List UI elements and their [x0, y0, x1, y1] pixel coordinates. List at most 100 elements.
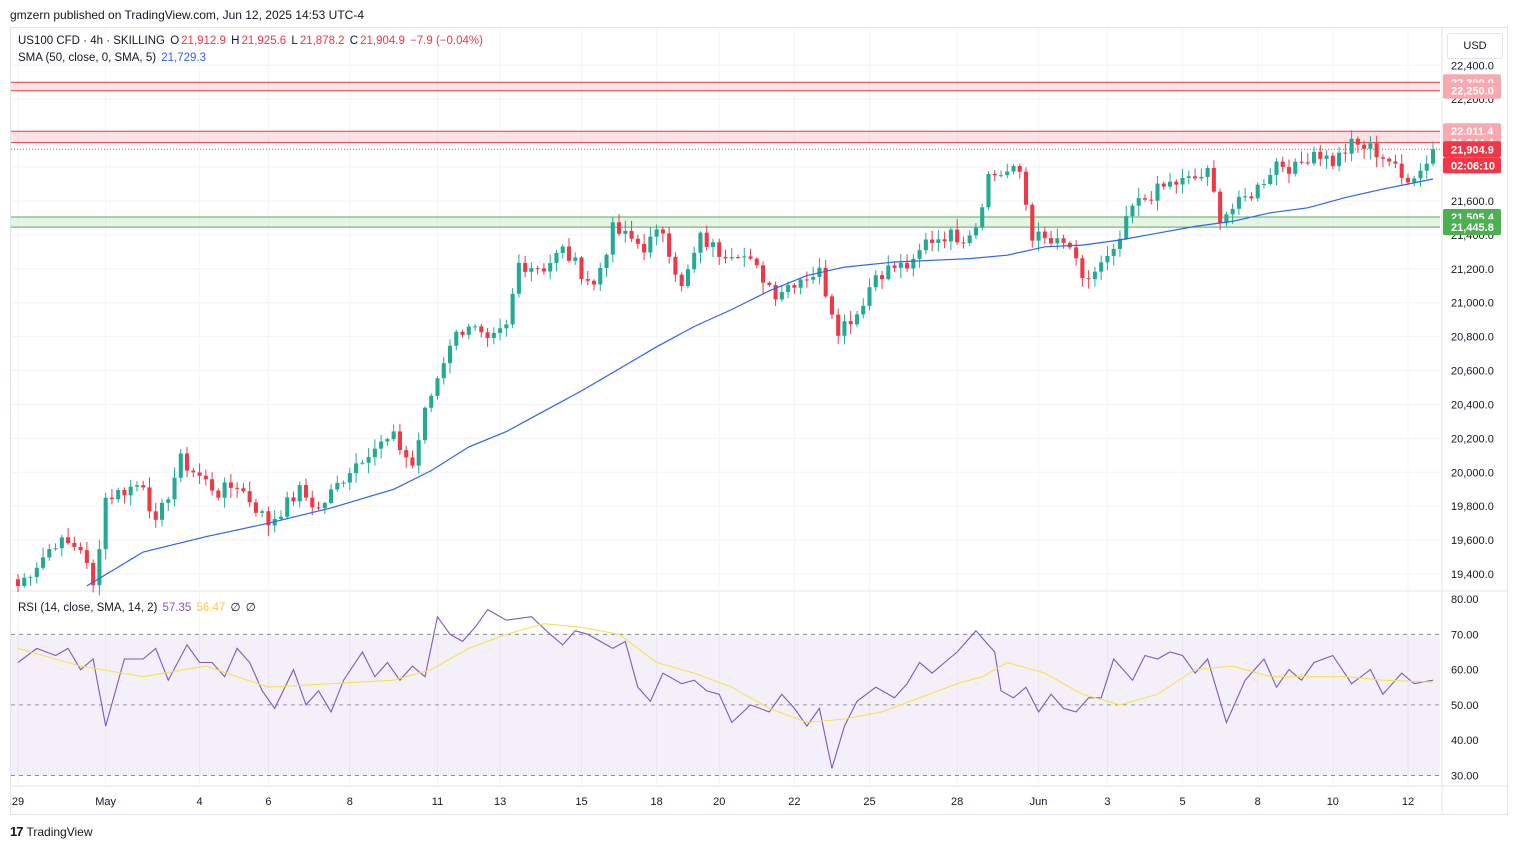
candle-body [485, 332, 490, 338]
candle [15, 574, 21, 593]
time-tick-label: 3 [1104, 796, 1110, 808]
sma-legend: SMA (50, close, 0, SMA, 5) 21,729.3 [18, 52, 208, 64]
candle-body [905, 262, 910, 269]
candle [247, 481, 252, 507]
low-value: 21,878.2 [299, 35, 345, 47]
candle-body [1230, 208, 1235, 215]
candle [329, 483, 334, 505]
price-tick-label: 21,600.0 [1451, 196, 1494, 208]
candle [510, 288, 515, 329]
candle [1080, 255, 1085, 287]
candle [84, 542, 89, 569]
candle [1205, 165, 1210, 186]
candle-body [91, 562, 96, 586]
tradingview-logo-icon: 17 [10, 824, 24, 839]
candle-body [548, 263, 553, 272]
price-zone [11, 217, 1440, 228]
candle-body [642, 243, 647, 253]
candle-body [1299, 161, 1304, 163]
candle-body [22, 577, 27, 587]
candle-body [466, 326, 471, 335]
candle [466, 323, 471, 340]
candle-body [1030, 204, 1035, 241]
candle [1149, 190, 1154, 205]
candle [1255, 182, 1260, 202]
candle [767, 281, 772, 287]
sma-value: 21,729.3 [161, 52, 207, 64]
candle [692, 246, 697, 273]
candle [1393, 154, 1398, 169]
candle [898, 253, 903, 279]
candle-body [967, 235, 972, 244]
candle-body [1393, 161, 1398, 164]
low-label: L [291, 35, 298, 47]
candle [1042, 226, 1047, 245]
symbol-name: US100 CFD · 4h · SKILLING [18, 35, 165, 47]
candle [723, 249, 728, 264]
candle [447, 339, 453, 374]
candle [648, 227, 653, 258]
candle-body [1086, 278, 1091, 280]
rsi-extra-2: ∅ [245, 602, 256, 614]
candle [967, 230, 972, 246]
candle-body [911, 258, 916, 269]
candle-body [479, 326, 484, 333]
price-zone [11, 82, 1440, 91]
candle [191, 468, 196, 478]
candle-body [930, 239, 935, 243]
candle [1343, 143, 1348, 163]
candle-body [779, 292, 784, 300]
candle-body [1355, 138, 1360, 145]
candle-body [761, 265, 766, 283]
time-tick-label: 28 [951, 796, 963, 808]
candle [842, 314, 847, 345]
candle [1380, 154, 1385, 168]
candle [1023, 167, 1029, 211]
candle-body [923, 239, 928, 251]
candle-body [1399, 163, 1404, 178]
candle [948, 227, 953, 251]
candle [879, 270, 885, 290]
candle-body [1324, 155, 1329, 159]
time-tick-label: Jun [1030, 796, 1048, 808]
candle [241, 482, 246, 494]
price-axis-badge-label: 22,250.0 [1451, 86, 1494, 98]
candle [485, 328, 490, 347]
candle [435, 376, 440, 400]
time-tick-label: 10 [1327, 796, 1339, 808]
candle-body [97, 549, 102, 586]
candle-body [1180, 177, 1185, 185]
candle-body [692, 252, 697, 270]
symbol-legend: US100 CFD · 4h · SKILLING O 21,912.9 H 21,… [18, 35, 485, 47]
candle [905, 254, 910, 272]
candle-body [128, 486, 133, 496]
candle-body [379, 441, 384, 449]
price-axis-badge [1443, 141, 1501, 158]
candle-body [836, 314, 841, 336]
candle-body [147, 487, 152, 512]
candle [322, 501, 327, 514]
chart-frame[interactable] [10, 27, 1508, 815]
candle [1199, 168, 1204, 182]
candle [667, 226, 672, 264]
candle-body [879, 275, 885, 280]
time-tick-label: 8 [1255, 796, 1261, 808]
candle [585, 270, 590, 286]
candle [210, 472, 215, 496]
candle [441, 357, 446, 385]
candle-body [404, 450, 409, 458]
candle-body [235, 487, 240, 489]
candle [566, 238, 572, 263]
candle-body [460, 331, 465, 335]
candle-body [159, 502, 165, 520]
currency-button[interactable]: USD [1447, 33, 1503, 59]
candle [516, 254, 521, 298]
candle [579, 256, 584, 285]
candle-body [422, 407, 428, 441]
candle-body [59, 537, 64, 549]
currency-label: USD [1463, 40, 1487, 52]
candle-body [303, 485, 309, 498]
candle [1374, 135, 1379, 168]
candle-body [948, 229, 953, 242]
